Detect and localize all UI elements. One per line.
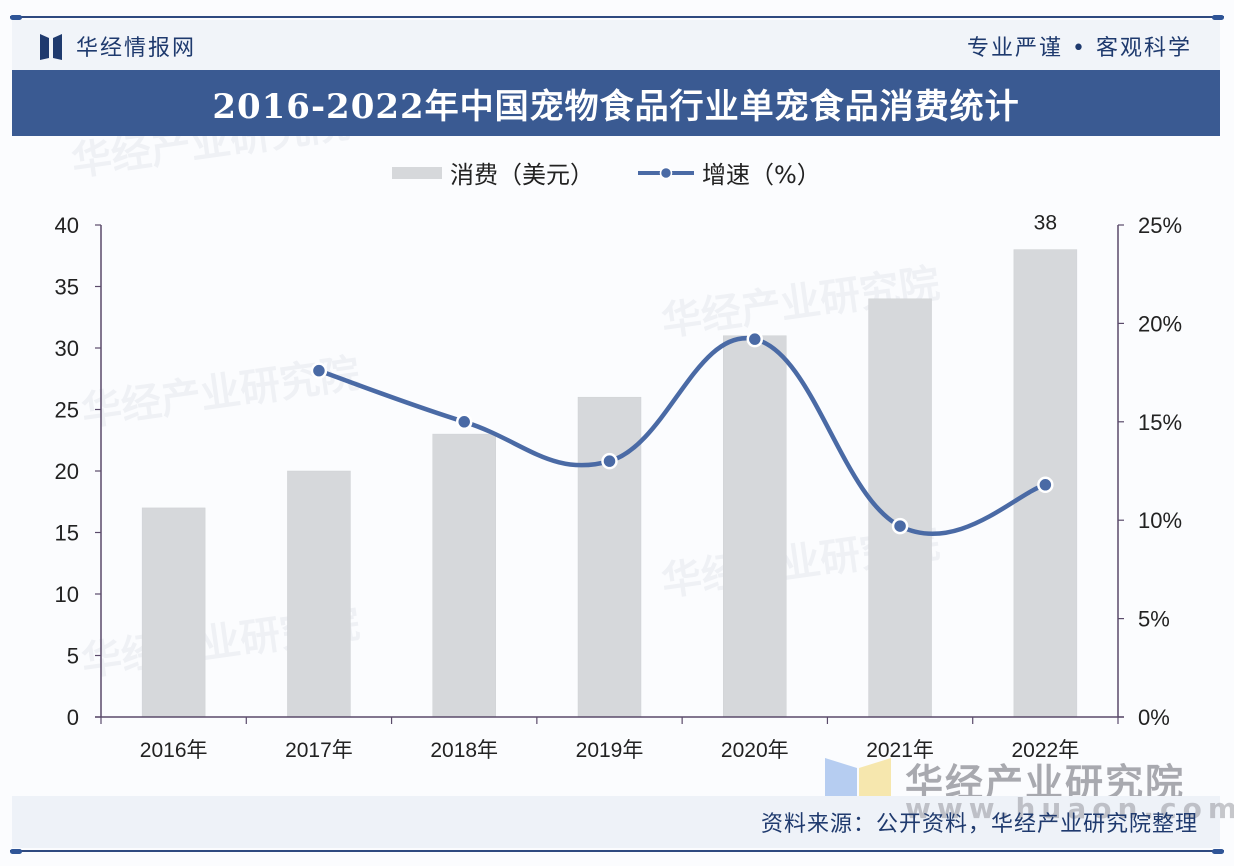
right-tick-label: 10% [1138,508,1182,533]
legend-item-growth: 增速（%） [638,155,821,190]
legend-line-marker-icon [638,166,694,179]
watermark-url: www.huaon.com [905,792,1234,825]
growth-point [455,413,473,431]
growth-point [746,330,764,348]
left-tick-label: 35 [55,275,79,300]
legend: 消费（美元） 增速（%） [392,155,865,190]
brand-name: 华经情报网 [76,36,197,61]
growth-line [316,335,1048,536]
left-tick-label: 40 [55,213,79,238]
legend-bar-swatch-icon [392,166,442,179]
title-bar: 2016-2022年中国宠物食品行业单宠食品消费统计 [12,70,1220,136]
left-tick-label: 10 [55,582,79,607]
x-tick-label: 2022年 [1011,739,1079,762]
bar-2018年 [432,433,496,718]
right-tick-label: 20% [1138,311,1182,336]
growth-point [1037,476,1054,494]
bar-2019年 [577,396,642,718]
x-tick-label: 2020年 [721,739,789,762]
rule-cap [1212,15,1224,20]
left-tick-label: 0 [67,705,79,730]
left-tick-label: 20 [55,459,79,484]
rule-cap [10,15,22,20]
growth-point [891,517,909,535]
slogan: 专业严谨 • 客观科学 [967,36,1192,61]
right-tick-label: 0% [1138,705,1170,730]
left-tick-label: 30 [55,336,79,361]
data-label: 38 [1034,212,1057,235]
left-tick-label: 5 [67,644,79,669]
legend-label: 消费（美元） [450,161,594,189]
right-tick-label: 25% [1138,213,1182,238]
legend-item-consumption: 消费（美元） [392,155,594,190]
right-tick-label: 15% [1138,410,1182,435]
brand: 华经情报网 [38,30,196,62]
bar-2017年 [287,470,351,718]
footer-band [12,796,1220,848]
header-band [12,20,1220,70]
top-rule [10,16,1224,18]
brand-logo-icon [40,34,62,60]
growth-point [310,362,328,379]
growth-point [601,452,618,470]
left-tick-label: 15 [55,521,79,546]
bar-2020年 [723,335,787,718]
x-tick-label: 2017年 [285,739,353,762]
source-note: 资料来源：公开资料，华经产业研究院整理 [760,812,1198,837]
rule-cap [1212,849,1224,854]
x-tick-label: 2016年 [140,739,208,762]
bar-2016年 [141,507,206,718]
rule-cap [10,849,22,854]
x-tick-label: 2018年 [430,739,498,762]
bottom-rule [10,850,1224,852]
chart-title: 2016-2022年中国宠物食品行业单宠食品消费统计 [212,86,1020,127]
legend-label: 增速（%） [702,161,821,189]
right-tick-label: 5% [1138,607,1170,632]
left-tick-label: 25 [55,398,79,423]
x-tick-label: 2019年 [576,739,644,762]
x-tick-label: 2021年 [866,739,934,762]
